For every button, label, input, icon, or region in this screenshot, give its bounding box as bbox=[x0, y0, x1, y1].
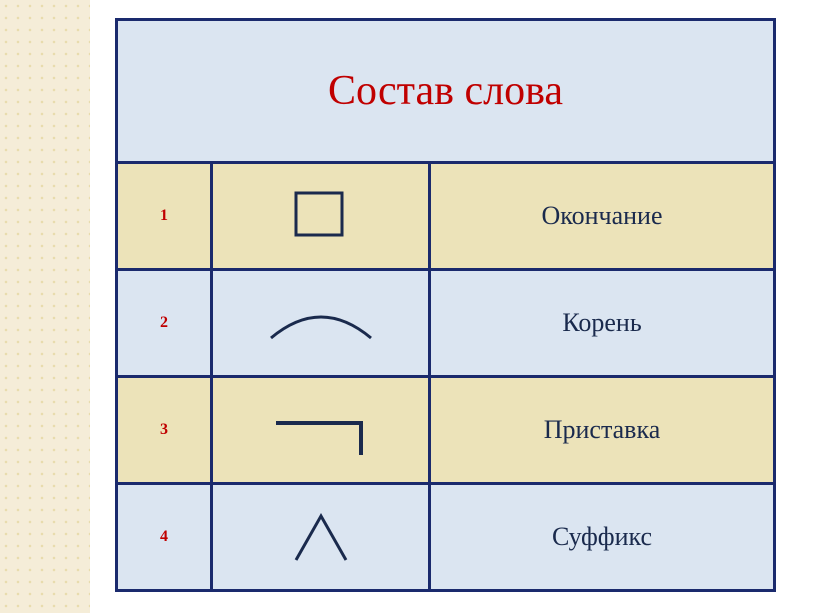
row-number-cell: 2 bbox=[118, 271, 210, 375]
part-name: Окончание bbox=[542, 201, 663, 231]
symbol-cell bbox=[210, 271, 428, 375]
name-cell: Приставка bbox=[428, 378, 773, 482]
row-number-cell: 1 bbox=[118, 164, 210, 268]
table-row: 2 Корень bbox=[118, 268, 773, 375]
decorative-side-pattern bbox=[0, 0, 90, 613]
row-number: 2 bbox=[160, 314, 168, 332]
bracket-icon bbox=[251, 395, 391, 465]
table-row: 1 Окончание bbox=[118, 161, 773, 268]
table-row: 4 Суффикс bbox=[118, 482, 773, 589]
row-number: 4 bbox=[160, 528, 168, 546]
caret-icon bbox=[261, 502, 381, 572]
arc-icon bbox=[251, 288, 391, 358]
page-title: Состав слова bbox=[328, 67, 563, 115]
symbol-cell bbox=[210, 164, 428, 268]
part-name: Корень bbox=[562, 308, 641, 338]
part-name: Приставка bbox=[544, 415, 661, 445]
symbol-cell bbox=[210, 378, 428, 482]
name-cell: Корень bbox=[428, 271, 773, 375]
row-number: 1 bbox=[160, 207, 168, 225]
title-cell: Состав слова bbox=[118, 21, 773, 161]
word-parts-table: Состав слова 1 Окончание 2 Корень bbox=[115, 18, 776, 592]
title-row: Состав слова bbox=[118, 21, 773, 161]
square-icon bbox=[261, 181, 381, 251]
row-number-cell: 3 bbox=[118, 378, 210, 482]
row-number-cell: 4 bbox=[118, 485, 210, 589]
name-cell: Суффикс bbox=[428, 485, 773, 589]
symbol-cell bbox=[210, 485, 428, 589]
row-number: 3 bbox=[160, 421, 168, 439]
part-name: Суффикс bbox=[552, 522, 652, 552]
name-cell: Окончание bbox=[428, 164, 773, 268]
table-row: 3 Приставка bbox=[118, 375, 773, 482]
